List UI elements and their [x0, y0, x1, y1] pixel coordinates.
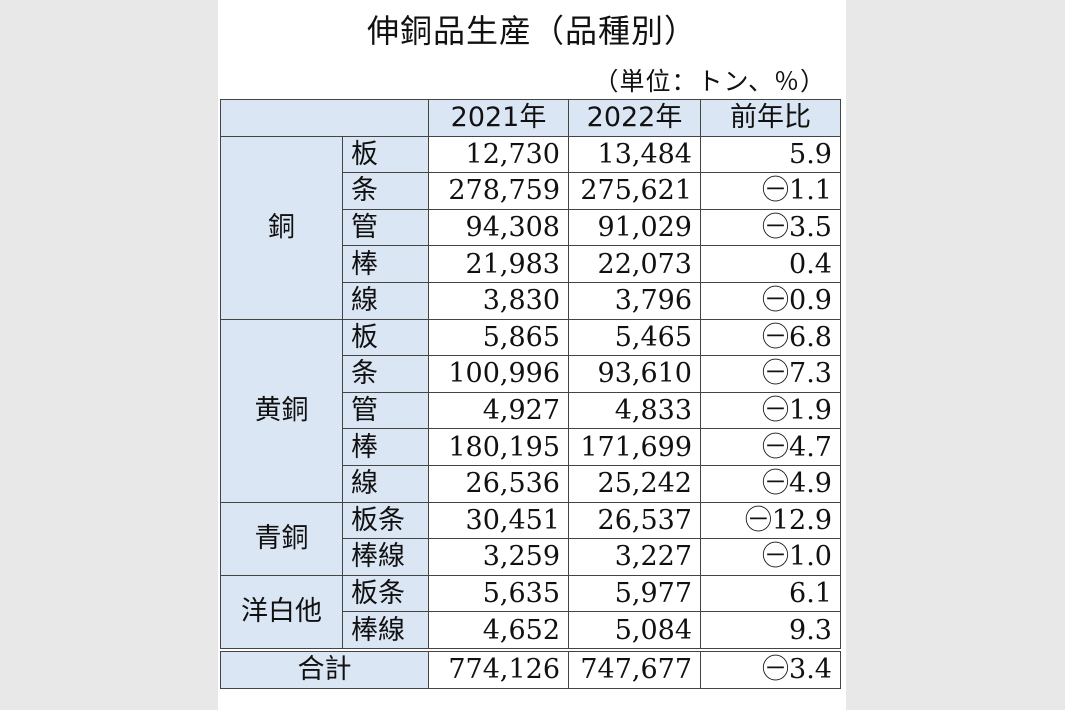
- value-2022: 26,537: [568, 501, 701, 540]
- ratio-value: ㊀1.1: [700, 172, 841, 210]
- value-2021: 12,730: [428, 135, 569, 174]
- value-2022: 25,242: [568, 464, 701, 503]
- ratio-value: 9.3: [700, 611, 841, 651]
- item-label: 棒線: [342, 611, 429, 651]
- ratio-value: ㊀3.5: [700, 208, 841, 247]
- table-row: 青銅 板条 30,451 26,537 ㊀12.9: [220, 501, 841, 576]
- item-label: 管: [342, 391, 429, 430]
- value-2021: 21,983: [428, 245, 569, 283]
- item-label: 条: [342, 172, 429, 210]
- item-label: 線: [342, 464, 429, 503]
- value-2022: 5,084: [568, 611, 701, 651]
- item-label: 棒線: [342, 538, 429, 576]
- page-title: 伸銅品生産（品種別）: [366, 12, 697, 50]
- header-2021: 2021年: [428, 99, 569, 137]
- table-row: 棒線 4,652 5,084 9.3: [221, 611, 841, 651]
- ratio-value: ㊀7.3: [700, 355, 841, 393]
- value-2022: 4,833: [568, 391, 701, 430]
- value-2021: 94,308: [428, 208, 569, 247]
- value-2022: 13,484: [568, 135, 701, 174]
- value-2022: 171,699: [568, 428, 701, 466]
- value-2022: 5,465: [568, 318, 701, 357]
- value-2022: 93,610: [568, 355, 701, 393]
- value-2022: 22,073: [568, 245, 701, 283]
- item-label: 板条: [342, 501, 429, 540]
- value-2021: 180,195: [428, 428, 569, 466]
- value-2021: 4,927: [428, 391, 569, 430]
- item-label: 板: [342, 135, 429, 174]
- ratio-value: 5.9: [700, 135, 841, 174]
- table-row: 黄銅 板 5,865 5,465 ㊀6.8: [220, 318, 841, 503]
- category-nickel-silver: 洋白他: [220, 574, 343, 651]
- value-2021: 30,451: [428, 501, 569, 540]
- table-row: 棒線 3,259 3,227 ㊀1.0: [221, 538, 841, 576]
- value-2022: 5,977: [568, 574, 701, 613]
- header-blank: [220, 99, 429, 137]
- value-2022: 91,029: [568, 208, 701, 247]
- total-label: 合計: [220, 647, 429, 689]
- ratio-value: ㊀4.7: [700, 428, 841, 466]
- item-label: 管: [342, 208, 429, 247]
- value-2021: 3,259: [428, 538, 569, 576]
- unit-note: （単位：トン、％）: [593, 67, 826, 96]
- value-2021: 100,996: [428, 355, 569, 393]
- table-row: 管 94,308 91,029 ㊀3.5: [221, 208, 841, 247]
- table-row: 棒 21,983 22,073 0.4: [221, 245, 841, 283]
- category-bronze: 青銅: [220, 501, 343, 576]
- item-label: 条: [342, 355, 429, 393]
- total-2022: 747,677: [568, 647, 701, 689]
- table-row: 線 3,830 3,796 ㊀0.9: [221, 281, 841, 320]
- value-2021: 3,830: [428, 281, 569, 320]
- item-label: 棒: [342, 428, 429, 466]
- item-label: 板条: [342, 574, 429, 613]
- total-2021: 774,126: [428, 647, 569, 689]
- item-label: 板: [342, 318, 429, 357]
- value-2021: 5,865: [428, 318, 569, 357]
- value-2021: 26,536: [428, 464, 569, 503]
- table-row: 条 100,996 93,610 ㊀7.3: [221, 355, 841, 393]
- header-ratio: 前年比: [700, 99, 841, 137]
- item-label: 棒: [342, 245, 429, 283]
- ratio-value: 6.1: [700, 574, 841, 613]
- ratio-value: ㊀4.9: [700, 464, 841, 503]
- ratio-value: ㊀1.0: [700, 538, 841, 576]
- header-row: 2021年 2022年 前年比: [220, 99, 841, 137]
- total-ratio: ㊀3.4: [700, 647, 841, 689]
- table-row: 洋白他 板条 5,635 5,977 6.1: [220, 574, 841, 651]
- value-2022: 3,796: [568, 281, 701, 320]
- ratio-value: ㊀6.8: [700, 318, 841, 357]
- item-label: 線: [342, 281, 429, 320]
- value-2021: 4,652: [428, 611, 569, 651]
- value-2022: 275,621: [568, 172, 701, 210]
- value-2021: 5,635: [428, 574, 569, 613]
- value-2021: 278,759: [428, 172, 569, 210]
- ratio-value: ㊀1.9: [700, 391, 841, 430]
- table-row: 銅 板 12,730 13,484 5.9: [220, 135, 841, 320]
- table-row: 線 26,536 25,242 ㊀4.9: [221, 464, 841, 503]
- ratio-value: 0.4: [700, 245, 841, 283]
- category-brass: 黄銅: [220, 318, 343, 503]
- table-row: 棒 180,195 171,699 ㊀4.7: [221, 428, 841, 466]
- table-row: 管 4,927 4,833 ㊀1.9: [221, 391, 841, 430]
- document-page: 伸銅品生産（品種別） （単位：トン、％） 2021年 2022年 前年比 銅 板…: [218, 0, 846, 710]
- value-2022: 3,227: [568, 538, 701, 576]
- category-copper: 銅: [220, 135, 343, 320]
- ratio-value: ㊀12.9: [700, 501, 841, 540]
- production-table: 2021年 2022年 前年比 銅 板 12,730 13,484 5.9 条 …: [220, 99, 841, 689]
- total-row: 合計 774,126 747,677 ㊀3.4: [220, 647, 841, 689]
- header-2022: 2022年: [568, 99, 701, 137]
- ratio-value: ㊀0.9: [700, 281, 841, 320]
